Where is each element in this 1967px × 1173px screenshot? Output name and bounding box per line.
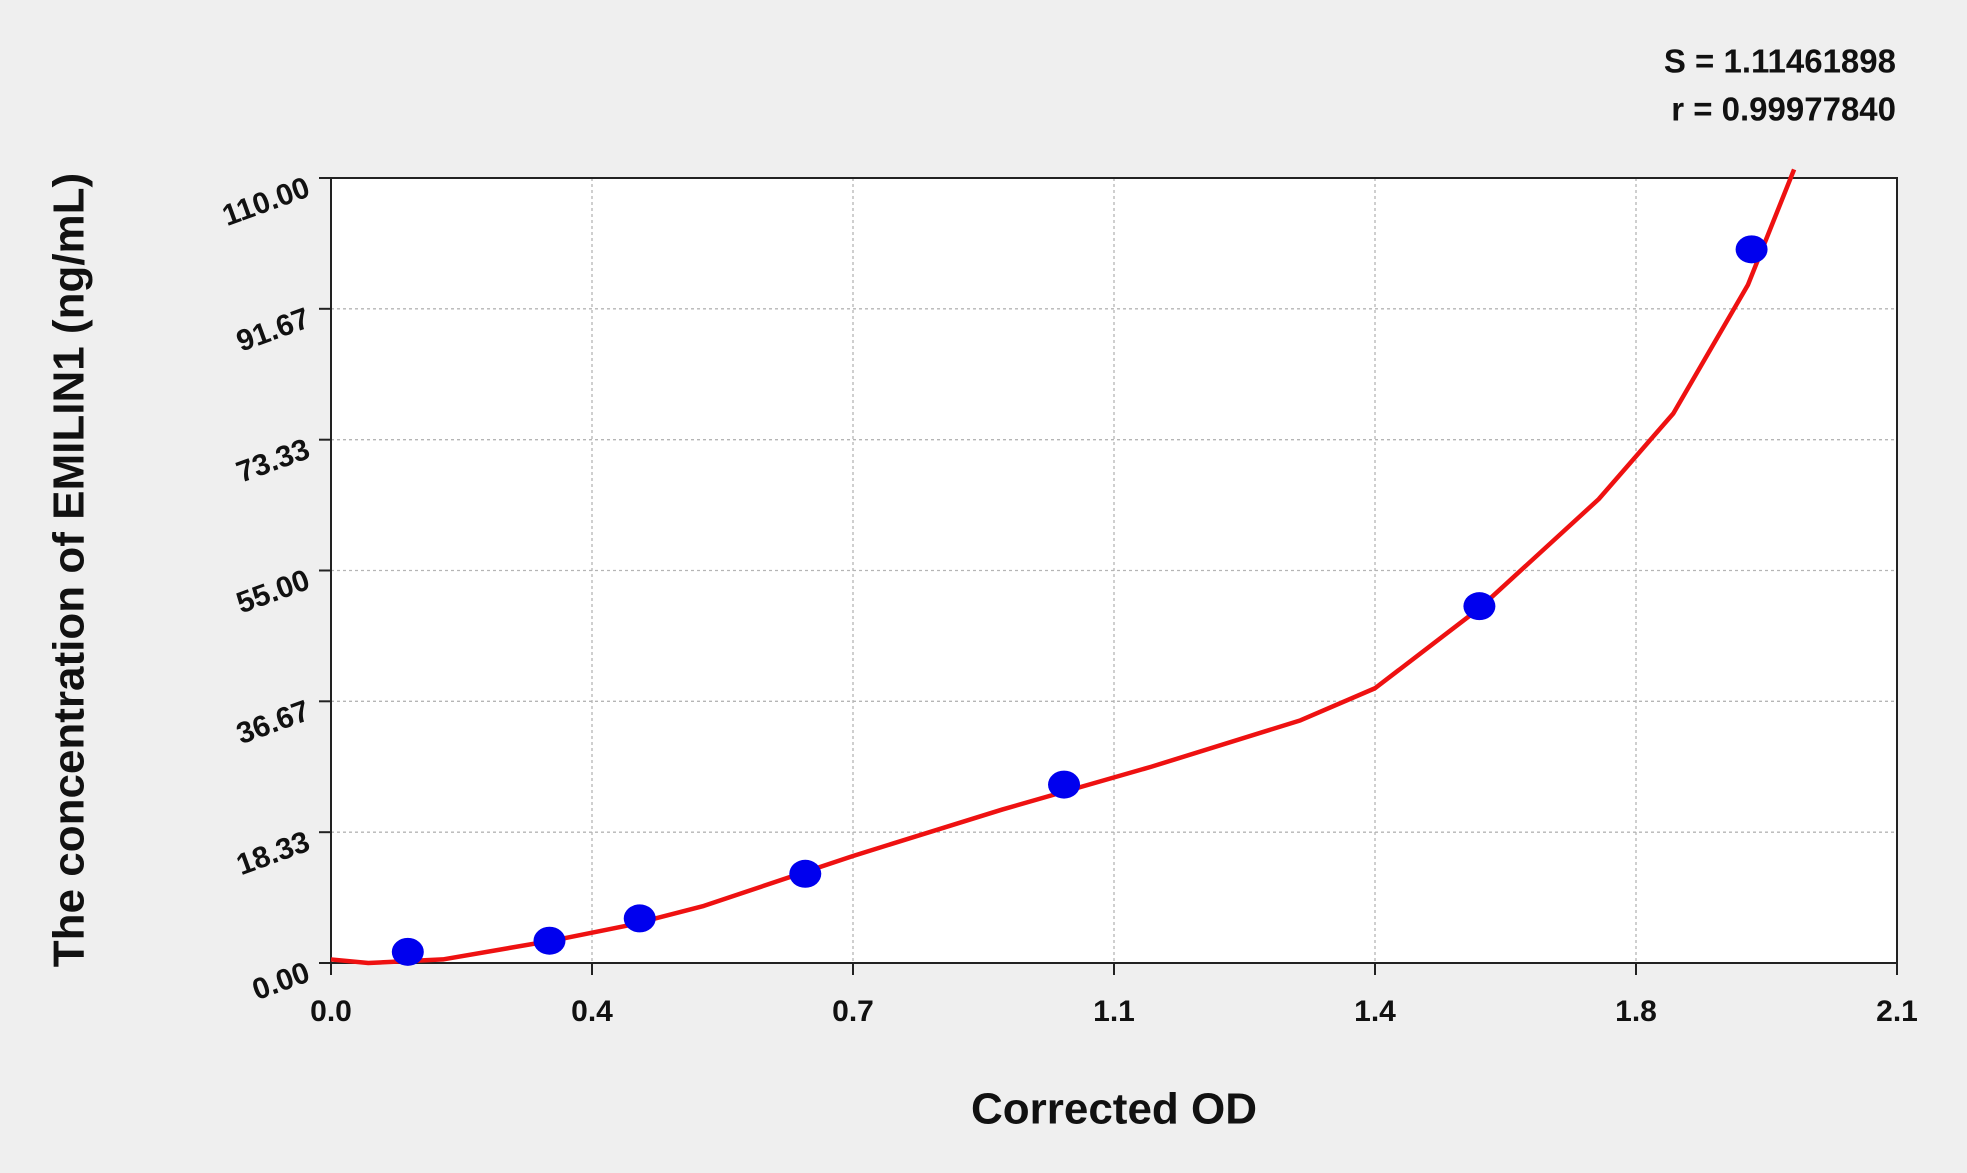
y-tick-label: 55.00 bbox=[232, 564, 314, 621]
x-tick-label: 1.1 bbox=[1093, 995, 1135, 1028]
y-tick-label: 0.00 bbox=[248, 956, 314, 1007]
data-point bbox=[789, 859, 822, 888]
y-axis-title: The concentration of EMILIN1 (ng/mL) bbox=[45, 173, 94, 967]
x-axis-title: Corrected OD bbox=[971, 1085, 1257, 1134]
data-point bbox=[533, 926, 566, 955]
x-tick-label: 2.1 bbox=[1876, 995, 1918, 1028]
annotation: S = 1.11461898 bbox=[1664, 43, 1896, 80]
data-point bbox=[391, 937, 424, 966]
data-point bbox=[1463, 592, 1496, 621]
y-tick-label: 18.33 bbox=[232, 825, 314, 882]
y-tick-label: 73.33 bbox=[232, 433, 314, 490]
y-tick-label: 91.67 bbox=[232, 302, 314, 359]
x-tick-label: 1.4 bbox=[1354, 995, 1396, 1028]
x-tick-label: 0.0 bbox=[310, 995, 352, 1028]
plot-frame bbox=[330, 177, 1898, 964]
x-tick-label: 1.8 bbox=[1615, 995, 1657, 1028]
y-tick-label: 36.67 bbox=[232, 694, 314, 751]
x-tick-label: 0.4 bbox=[571, 995, 613, 1028]
data-point bbox=[1735, 235, 1768, 264]
data-point bbox=[1048, 770, 1081, 799]
annotation: r = 0.99977840 bbox=[1671, 91, 1896, 128]
data-point bbox=[623, 904, 656, 933]
y-tick-label: 110.00 bbox=[218, 171, 314, 233]
x-tick-label: 0.7 bbox=[832, 995, 874, 1028]
